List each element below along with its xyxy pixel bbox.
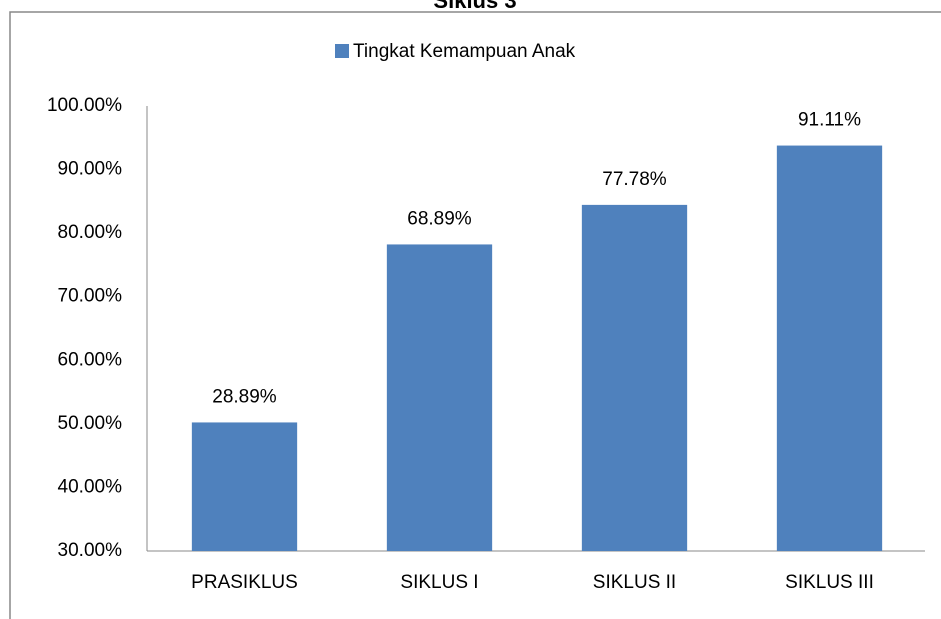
x-tick-label: SIKLUS II	[593, 572, 676, 593]
y-tick-label: 60.00%	[58, 349, 123, 370]
bar	[191, 422, 298, 551]
y-tick-label: 100.00%	[47, 95, 122, 116]
y-tick-label: 90.00%	[58, 159, 123, 180]
legend-swatch	[335, 44, 349, 58]
y-tick-label: 80.00%	[58, 222, 123, 243]
data-label: 91.11%	[798, 110, 861, 131]
bar	[386, 244, 493, 551]
legend-label: Tingkat Kemampuan Anak	[353, 41, 576, 62]
x-tick-label: SIKLUS III	[785, 572, 874, 593]
y-tick-label: 30.00%	[58, 540, 123, 561]
x-tick-label: SIKLUS I	[400, 572, 478, 593]
y-tick-label: 70.00%	[58, 286, 123, 307]
data-label: 28.89%	[212, 386, 277, 407]
x-tick-label: PRASIKLUS	[191, 572, 298, 593]
bar	[581, 204, 688, 551]
bar	[776, 145, 883, 552]
data-label: 77.78%	[602, 169, 667, 190]
y-tick-label: 50.00%	[58, 413, 123, 434]
chart-title: Siklus 3	[433, 0, 516, 13]
y-tick-label: 40.00%	[58, 476, 123, 497]
data-label: 68.89%	[407, 208, 472, 229]
